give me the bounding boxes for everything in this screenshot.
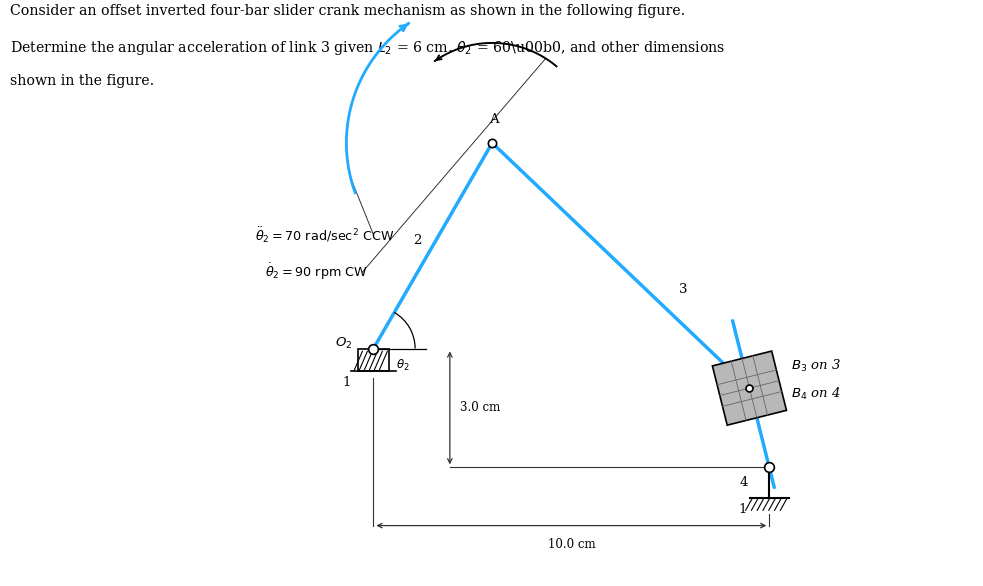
Text: shown in the figure.: shown in the figure. (11, 74, 154, 88)
Text: $\theta_2$: $\theta_2$ (396, 358, 410, 373)
Text: 10.0 cm: 10.0 cm (548, 538, 595, 551)
Text: $\ddot{\theta}_2 = 70\ \mathrm{rad/sec^2\ CCW}$: $\ddot{\theta}_2 = 70\ \mathrm{rad/sec^2… (256, 225, 394, 244)
Polygon shape (713, 351, 786, 425)
Text: 1: 1 (343, 376, 351, 389)
Bar (358, 349, 388, 371)
Text: $B_3$ on 3: $B_3$ on 3 (791, 358, 841, 374)
Text: $B_4$ on 4: $B_4$ on 4 (791, 386, 840, 402)
Text: A: A (489, 113, 498, 126)
Text: 2: 2 (413, 234, 422, 247)
Text: 4: 4 (740, 476, 748, 489)
Text: Consider an offset inverted four-bar slider crank mechanism as shown in the foll: Consider an offset inverted four-bar sli… (11, 4, 685, 18)
Text: 3: 3 (679, 283, 687, 297)
Text: 1: 1 (738, 503, 747, 516)
Text: $O_2$: $O_2$ (335, 335, 353, 350)
Text: Determine the angular acceleration of link 3 given $L_2$ = 6 cm, $\theta_2$ = 60: Determine the angular acceleration of li… (11, 39, 725, 57)
Text: $\dot{\theta}_2 = 90\ \mathrm{rpm\ CW}$: $\dot{\theta}_2 = 90\ \mathrm{rpm\ CW}$ (265, 262, 368, 282)
Text: 3.0 cm: 3.0 cm (460, 401, 499, 414)
